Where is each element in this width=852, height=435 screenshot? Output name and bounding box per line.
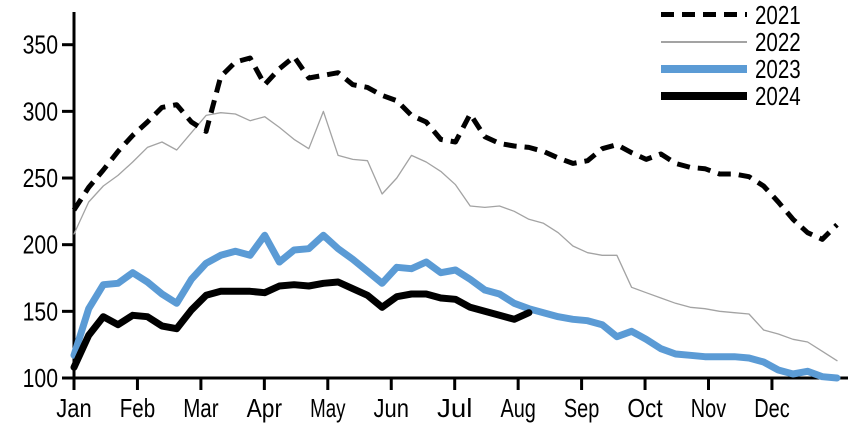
x-tick-label-sep: Sep bbox=[564, 393, 599, 423]
x-tick-label-mar: Mar bbox=[183, 393, 219, 423]
y-tick-label: 250 bbox=[23, 163, 58, 193]
y-tick-label: 300 bbox=[23, 96, 58, 126]
legend-item-2024: 2024 bbox=[661, 82, 813, 109]
series-line-2021 bbox=[71, 54, 839, 242]
legend: 2021 2022 2023 2024 bbox=[661, 1, 813, 109]
y-tick-label: 350 bbox=[23, 30, 58, 60]
x-tick-label-dec: Dec bbox=[754, 393, 789, 423]
x-tick-label-feb: Feb bbox=[120, 393, 155, 423]
legend-line-2024 bbox=[661, 91, 747, 100]
legend-label-2023: 2023 bbox=[755, 53, 801, 84]
legend-line-2023 bbox=[661, 64, 747, 73]
series-line-2024 bbox=[70, 278, 533, 371]
x-tick-label-aug: Aug bbox=[500, 393, 535, 423]
legend-item-2023: 2023 bbox=[661, 55, 813, 82]
x-tick-label-jun: Jun bbox=[374, 393, 409, 423]
series-line-2023 bbox=[70, 231, 841, 382]
x-tick-label-apr: Apr bbox=[247, 393, 283, 423]
x-tick-label-may: May bbox=[310, 393, 345, 423]
legend-label-2021: 2021 bbox=[755, 0, 801, 30]
y-tick-label: 100 bbox=[23, 363, 58, 393]
legend-label-2024: 2024 bbox=[755, 80, 801, 111]
x-tick-label-nov: Nov bbox=[691, 393, 726, 423]
x-tick-label-jul: Jul bbox=[437, 393, 472, 423]
x-tick-label-jan: Jan bbox=[56, 393, 91, 423]
legend-label-2022: 2022 bbox=[755, 26, 801, 57]
x-tick-label-oct: Oct bbox=[627, 393, 663, 423]
legend-item-2021: 2021 bbox=[661, 1, 813, 28]
y-tick-label: 150 bbox=[23, 296, 58, 326]
legend-item-2022: 2022 bbox=[661, 28, 813, 55]
legend-line-2022 bbox=[661, 40, 747, 43]
y-tick-label: 200 bbox=[23, 230, 58, 260]
legend-line-2021-dashed bbox=[661, 12, 747, 17]
series-line-2022 bbox=[73, 110, 838, 362]
